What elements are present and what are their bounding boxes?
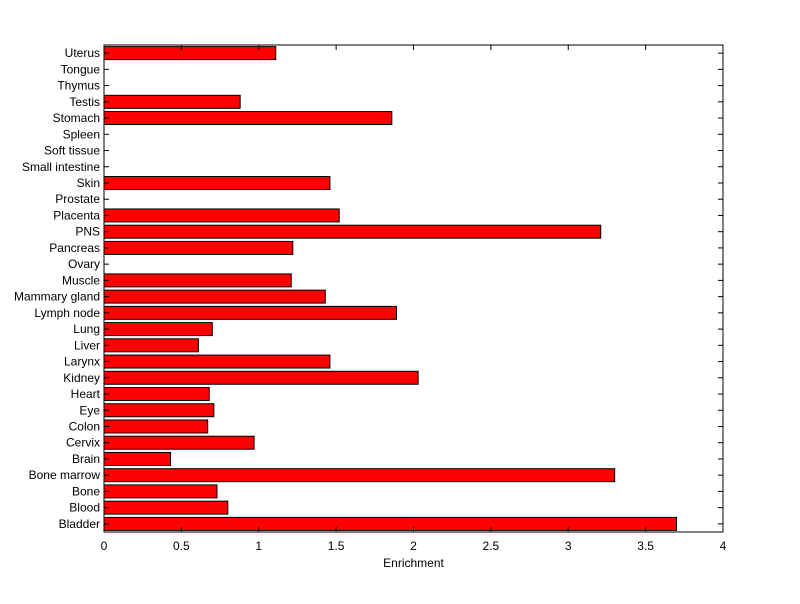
y-tick-label: Skin	[77, 176, 100, 190]
y-tick-label: Liver	[74, 338, 100, 352]
y-tick-label: Small intestine	[22, 160, 100, 174]
bar	[103, 484, 218, 499]
y-tick-labels: Uterus Tongue Thymus Testis Stomach Spleen Sof…	[14, 46, 101, 531]
y-tick-label: Bone	[72, 484, 100, 498]
x-tick-label: 0.5	[173, 539, 190, 553]
bar	[103, 370, 419, 385]
y-tick-label: Kidney	[63, 371, 100, 385]
bar	[103, 387, 210, 402]
y-tick-label: Testis	[69, 95, 100, 109]
x-tick-labels: 0 0.5 1 1.5 2 2.5 3 3.5 4	[101, 539, 727, 553]
bar	[103, 403, 215, 418]
bar	[103, 305, 397, 320]
y-tick-label: Mammary gland	[14, 290, 100, 304]
bar	[103, 224, 602, 239]
bar	[103, 354, 331, 369]
x-tick-label: 3	[565, 539, 572, 553]
y-tick-label: Eye	[79, 403, 100, 417]
y-tick-label: Tongue	[61, 62, 101, 76]
x-tick-label: 1.5	[328, 539, 345, 553]
y-tick-label: Prostate	[55, 192, 100, 206]
y-tick-label: Blood	[69, 501, 100, 515]
bar	[103, 451, 172, 466]
bar	[103, 46, 277, 61]
bar	[103, 111, 393, 126]
bar	[103, 273, 292, 288]
y-tick-label: Thymus	[57, 79, 100, 93]
y-tick-label: Lymph node	[34, 306, 100, 320]
y-tick-label: PNS	[75, 225, 100, 239]
x-tick-label: 2.5	[483, 539, 500, 553]
y-tick-label: Ovary	[68, 257, 100, 271]
bar	[103, 289, 326, 304]
y-tick-label: Bladder	[59, 517, 100, 531]
bar	[103, 175, 331, 190]
y-tick-label: Muscle	[62, 273, 100, 287]
bar	[103, 435, 255, 450]
x-tick-label: 0	[101, 539, 108, 553]
y-tick-label: Spleen	[63, 127, 100, 141]
y-tick-label: Heart	[71, 387, 101, 401]
x-tick-label: 2	[410, 539, 417, 553]
y-tick-label: Stomach	[53, 111, 100, 125]
bar	[103, 468, 616, 483]
bar	[103, 94, 241, 109]
y-tick-label: Bone marrow	[29, 468, 101, 482]
x-tick-label: 1	[255, 539, 262, 553]
bar	[103, 419, 209, 434]
y-tick-label: Uterus	[65, 46, 100, 60]
axes-frame	[103, 44, 724, 533]
bar	[103, 338, 199, 353]
y-tick-label: Larynx	[64, 355, 100, 369]
x-tick-label: 3.5	[637, 539, 654, 553]
bar	[103, 516, 678, 531]
bar	[103, 322, 213, 337]
y-tick-label: Pancreas	[49, 241, 100, 255]
y-tick-label: Cervix	[66, 436, 100, 450]
y-tick-label: Brain	[72, 452, 100, 466]
bar	[103, 208, 340, 223]
y-tick-label: Lung	[73, 322, 100, 336]
x-axis-label: Enrichment	[383, 556, 444, 570]
bar	[103, 500, 229, 515]
bars-group	[103, 46, 678, 531]
y-tick-label: Soft tissue	[44, 144, 100, 158]
x-tick-label: 4	[720, 539, 727, 553]
y-tick-label: Placenta	[53, 208, 100, 222]
bar	[103, 240, 294, 255]
y-tick-label: Colon	[69, 419, 100, 433]
